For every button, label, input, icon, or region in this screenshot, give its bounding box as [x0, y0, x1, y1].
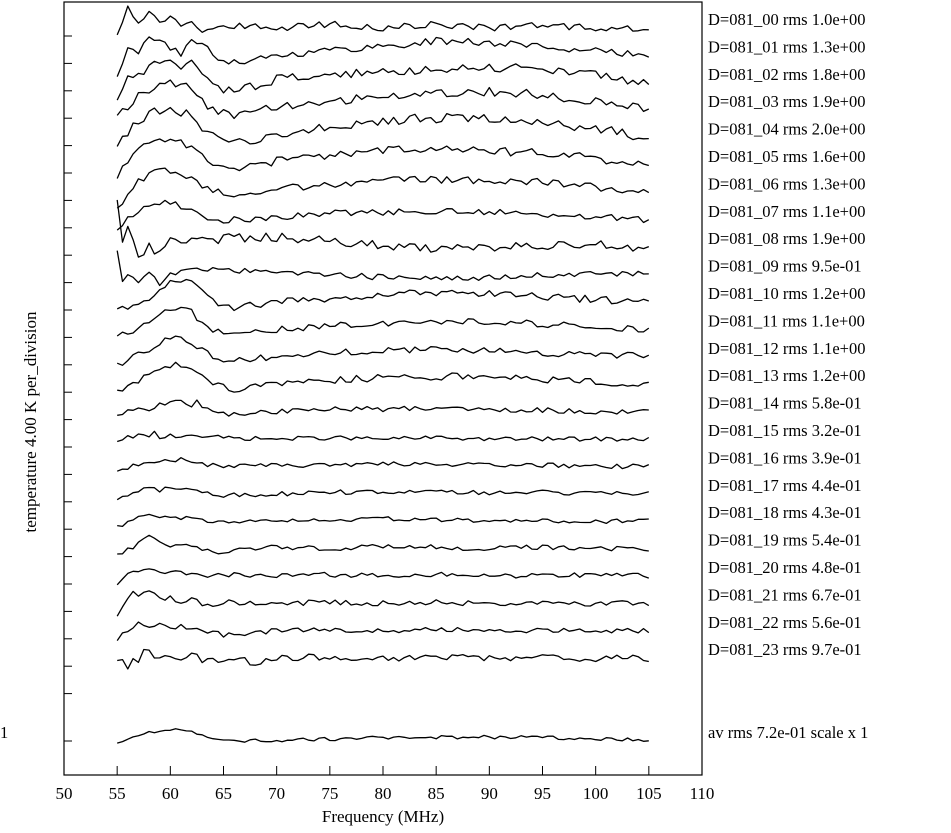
trace-label: D=081_23 rms 9.7e-01	[708, 640, 862, 659]
trace-label: D=081_19 rms 5.4e-01	[708, 531, 862, 550]
trace-label: D=081_00 rms 1.0e+00	[708, 10, 865, 29]
average-trace	[117, 728, 649, 744]
trace-label: D=081_14 rms 5.8e-01	[708, 394, 862, 413]
x-axis-label: Frequency (MHz)	[322, 807, 444, 826]
x-tick-label: 65	[215, 784, 232, 803]
spectrum-trace	[116, 306, 650, 337]
spectrum-trace	[116, 167, 650, 209]
trace-label: D=081_04 rms 2.0e+00	[708, 120, 865, 139]
trace-label: D=081_09 rms 9.5e-01	[708, 257, 862, 276]
spectrum-trace	[117, 430, 650, 443]
left-edge-label: 1	[0, 723, 8, 742]
trace-label: D=081_11 rms 1.1e+00	[708, 311, 865, 330]
spectrum-trace	[116, 138, 649, 179]
spectrum-traces	[116, 5, 650, 744]
trace-label: D=081_08 rms 1.9e+00	[708, 229, 865, 248]
x-tick-label: 100	[583, 784, 609, 803]
trace-label: D=081_21 rms 6.7e-01	[708, 585, 862, 604]
spectrum-trace	[117, 361, 649, 393]
x-tick-label: 110	[690, 784, 715, 803]
spectrum-trace	[116, 106, 649, 147]
trace-label: D=081_15 rms 3.2e-01	[708, 421, 862, 440]
trace-label: D=081_10 rms 1.2e+00	[708, 284, 865, 303]
y-axis-ticks	[64, 35, 72, 742]
x-axis-ticks: 50 55 60 65 70 75 80 85 90 95 100 105 110	[56, 766, 715, 803]
spectrum-trace	[117, 534, 649, 555]
trace-label: D=081_17 rms 4.4e-01	[708, 476, 862, 495]
spectrum-trace	[117, 648, 649, 670]
average-label: av rms 7.2e-01 scale x 1	[708, 723, 868, 742]
x-tick-label: 50	[56, 784, 73, 803]
x-tick-label: 105	[636, 784, 662, 803]
left-edge-labels: 1	[0, 723, 8, 742]
x-tick-label: 60	[162, 784, 179, 803]
trace-label: D=081_05 rms 1.6e+00	[708, 147, 865, 166]
spectrum-trace	[117, 399, 649, 417]
trace-label: D=081_18 rms 4.3e-01	[708, 503, 862, 522]
spectrum-trace	[116, 486, 649, 501]
trace-label: D=081_22 rms 5.6e-01	[708, 613, 862, 632]
trace-label: D=081_01 rms 1.3e+00	[708, 37, 865, 56]
spectrum-trace	[116, 250, 649, 287]
trace-label: D=081_13 rms 1.2e+00	[708, 366, 865, 385]
spectrum-trace	[116, 5, 649, 36]
spectrum-trace	[116, 457, 650, 472]
spectrum-trace	[116, 278, 649, 312]
x-tick-label: 70	[268, 784, 285, 803]
spectrum-trace	[116, 621, 650, 641]
spectrum-trace	[116, 79, 650, 120]
spectrum-trace	[116, 335, 650, 366]
x-tick-label: 80	[375, 784, 392, 803]
spectrum-trace	[116, 199, 650, 258]
trace-label: D=081_16 rms 3.9e-01	[708, 448, 862, 467]
trace-labels: D=081_00 rms 1.0e+00 D=081_01 rms 1.3e+00…	[708, 10, 868, 742]
spectrum-trace	[116, 590, 650, 617]
trace-label: D=081_20 rms 4.8e-01	[708, 558, 862, 577]
x-tick-label: 85	[428, 784, 445, 803]
spectrum-trace	[116, 36, 650, 77]
spectrum-trace	[116, 59, 650, 101]
spectrum-trace	[117, 513, 649, 528]
spectrum-trace	[116, 199, 650, 231]
x-tick-label: 90	[481, 784, 498, 803]
spectrum-trace	[116, 568, 650, 586]
x-tick-label: 95	[534, 784, 551, 803]
trace-label: D=081_07 rms 1.1e+00	[708, 202, 865, 221]
x-tick-label: 75	[321, 784, 338, 803]
trace-label: D=081_12 rms 1.1e+00	[708, 339, 865, 358]
trace-label: D=081_06 rms 1.3e+00	[708, 174, 865, 193]
trace-label: D=081_02 rms 1.8e+00	[708, 65, 865, 84]
trace-label: D=081_03 rms 1.9e+00	[708, 92, 865, 111]
y-axis-label: temperature 4.00 K per_division	[21, 311, 40, 532]
x-tick-label: 55	[109, 784, 126, 803]
